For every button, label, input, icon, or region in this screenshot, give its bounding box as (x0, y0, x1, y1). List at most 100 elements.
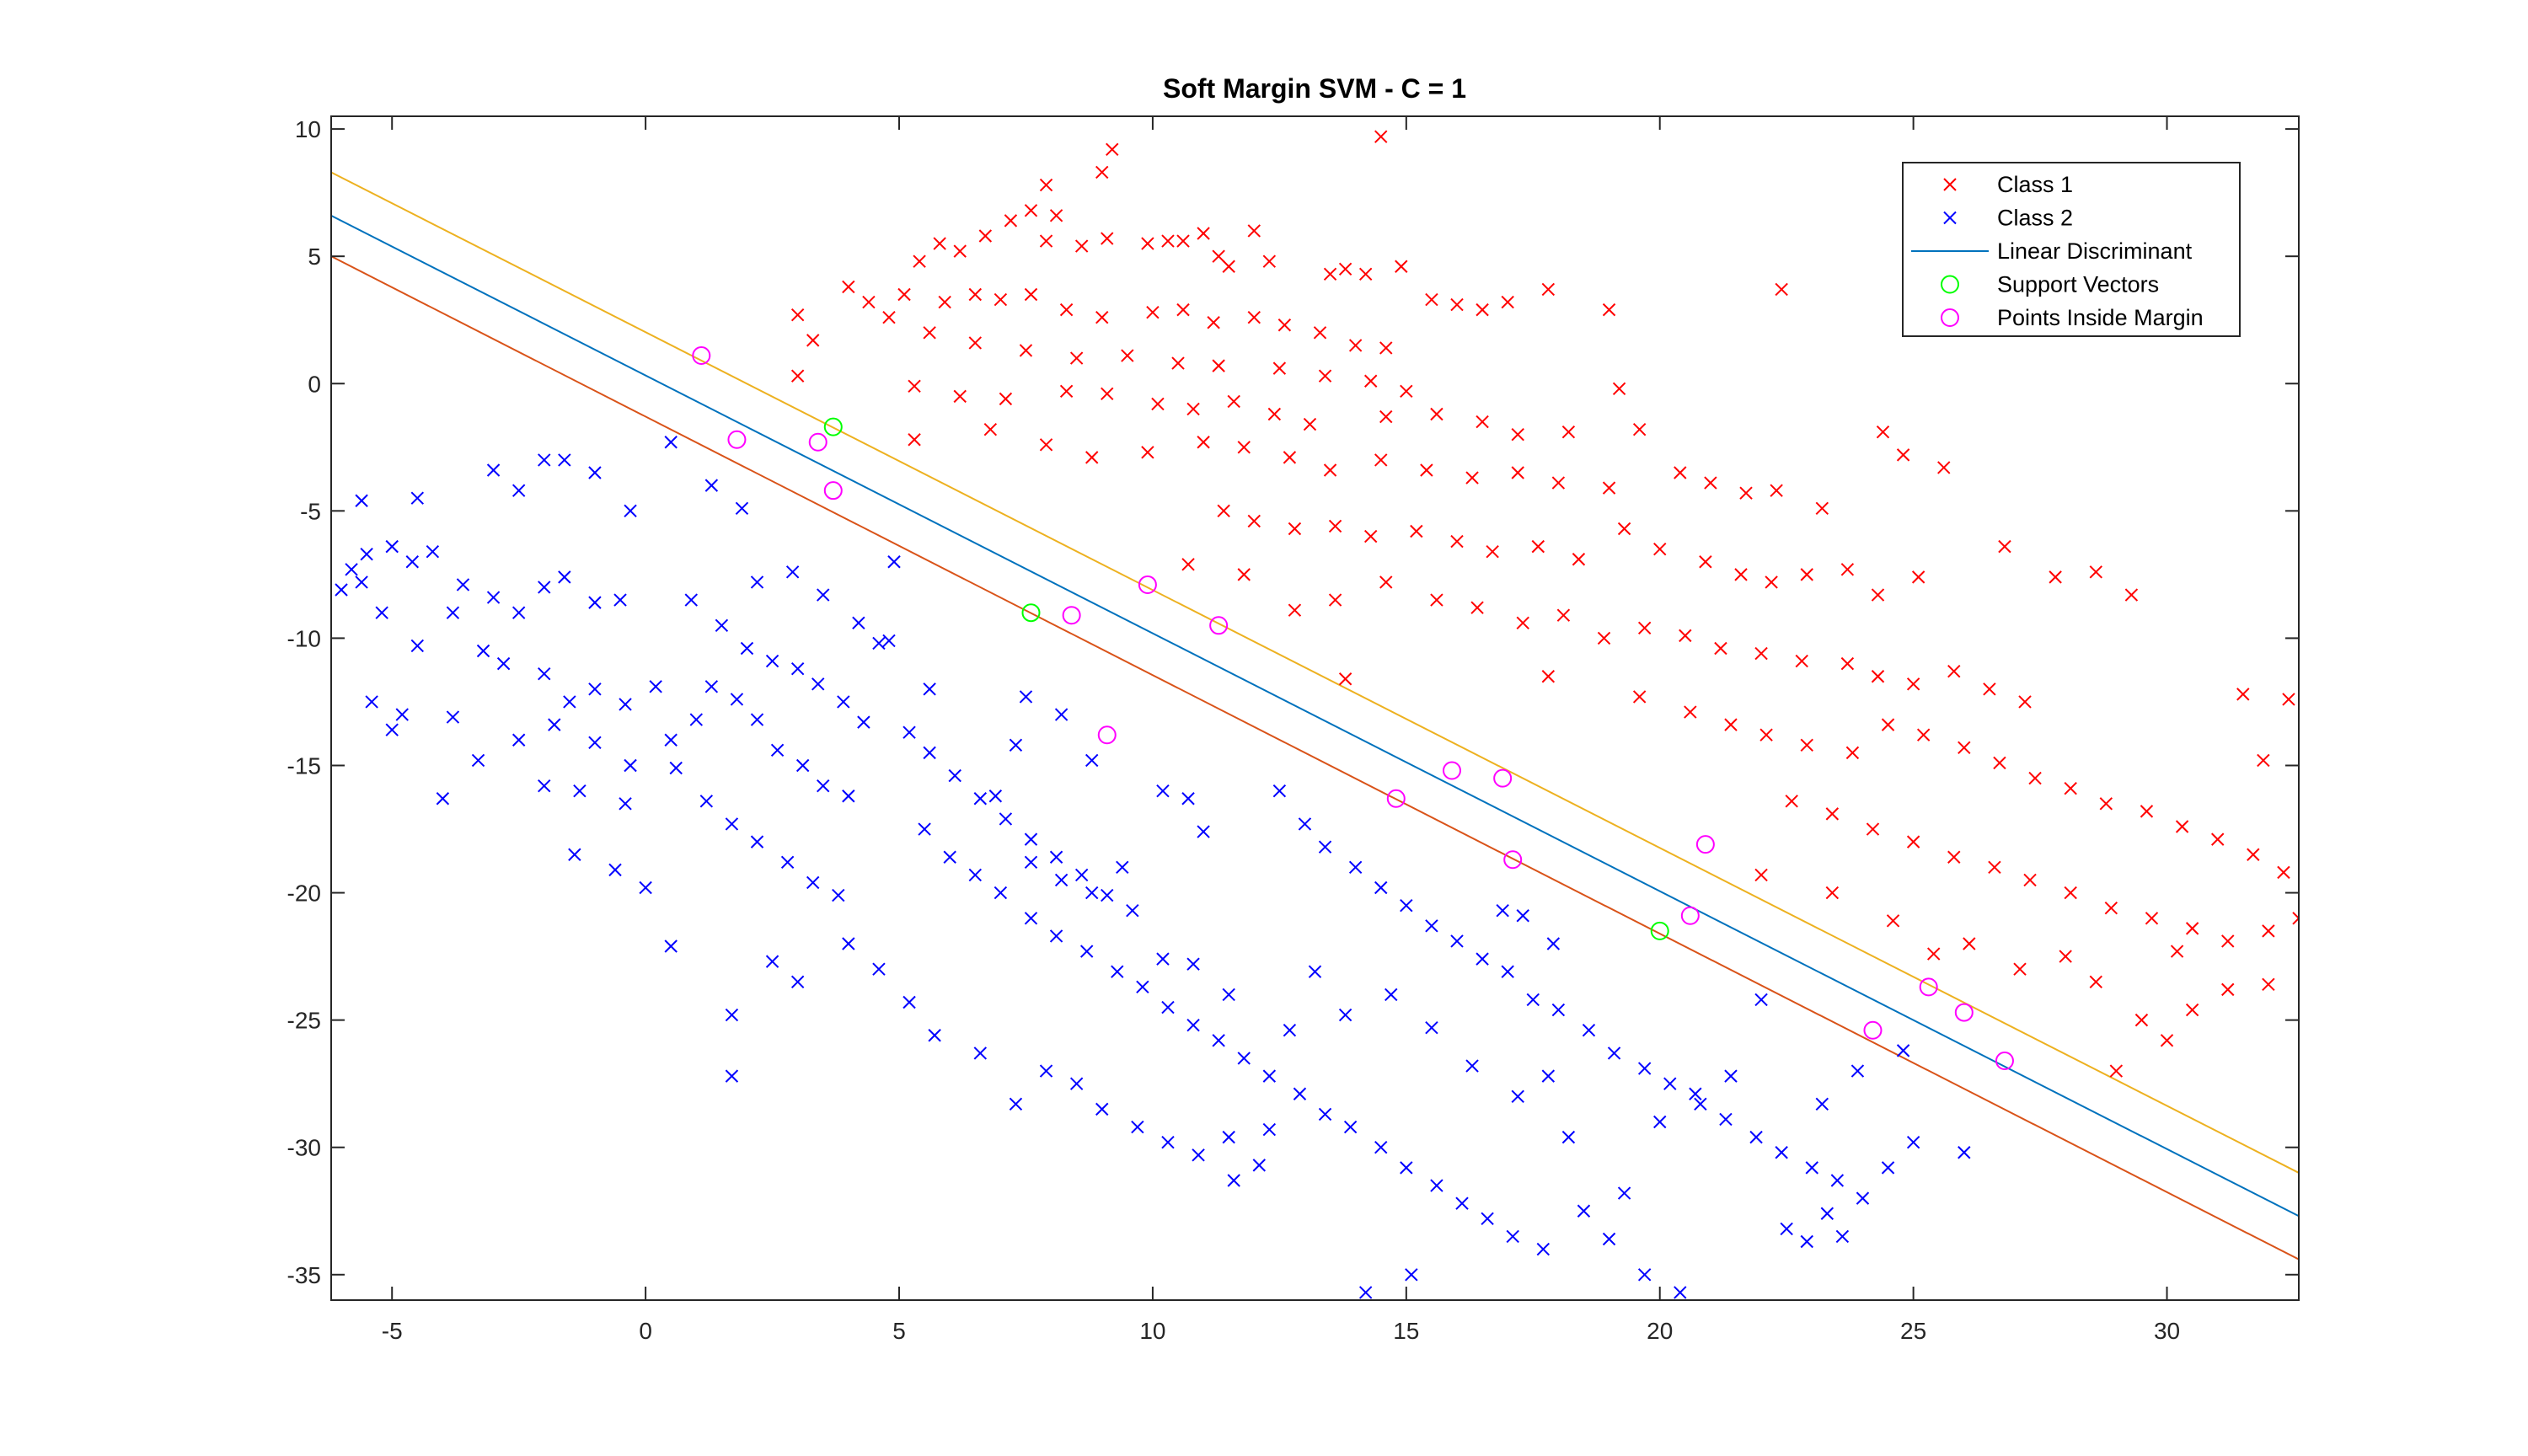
series-2-point (1131, 1120, 1144, 1134)
series-2-point (1197, 825, 1210, 838)
series-2-point (887, 555, 901, 569)
series-1-point (2064, 886, 2077, 900)
series-1-point (1039, 234, 1053, 248)
series-2-point (1775, 1146, 1788, 1159)
series-1-point (1551, 476, 1566, 490)
series-2-point (669, 761, 683, 775)
series-2-point (872, 636, 886, 650)
series-1-point (1541, 282, 1556, 297)
series-1-point (1247, 310, 1261, 324)
series-1-point (2247, 848, 2260, 861)
series-2-point (1343, 1120, 1358, 1134)
series-2-point (385, 539, 399, 554)
series-1-point (1926, 947, 1941, 961)
series-1-point (790, 369, 805, 383)
series-2-point (1227, 1174, 1240, 1187)
series-1-point (1597, 631, 1611, 645)
series-1-point (1237, 441, 1251, 454)
scatter-markers (335, 130, 2299, 1299)
series-2-point (882, 634, 896, 648)
series-2-point (842, 937, 855, 950)
series-2-point (375, 606, 388, 619)
series-1-point (1313, 326, 1327, 340)
series-1-point (2134, 1013, 2149, 1027)
series-1-point (2282, 693, 2295, 706)
series-1-point (1840, 563, 1855, 576)
series-2-point (511, 484, 526, 497)
series-2-point (817, 779, 830, 793)
series-2-point (410, 639, 425, 653)
series-1-point (983, 422, 998, 436)
series-1-point (1759, 728, 1773, 741)
series-1-point (1141, 446, 1154, 459)
series-2-point (1546, 937, 1561, 950)
series-2-point (750, 835, 764, 848)
series-1-point (1765, 575, 1778, 589)
series-2-point (837, 695, 850, 709)
series-2-point (1136, 980, 1149, 994)
series-1-point (2049, 570, 2062, 584)
series-4-circle (1062, 606, 1081, 625)
series-1-point (1106, 142, 1119, 156)
series-2-point (486, 463, 501, 477)
series-1-point (1602, 302, 1616, 317)
series-2-point (558, 570, 571, 584)
series-2-point (538, 581, 551, 594)
series-1-point (1146, 305, 1160, 319)
series-2-point (1009, 738, 1023, 752)
series-2-point (664, 939, 678, 953)
series-2-point (613, 593, 627, 607)
series-2-point (588, 596, 602, 609)
x-tick-label: 0 (639, 1318, 652, 1344)
series-2-point (928, 1029, 941, 1042)
series-2-point (750, 575, 764, 589)
series-1-point (1866, 822, 1880, 836)
series-2-point (1820, 1207, 1834, 1220)
chart-title: Soft Margin SVM - C = 1 (1163, 73, 1466, 104)
series-2-point (624, 504, 637, 518)
series-1-point (1714, 641, 1727, 656)
series-2-point (619, 797, 632, 811)
series-1-point (1734, 568, 1748, 581)
series-1-point (1541, 670, 1556, 683)
series-1-point (862, 295, 876, 309)
series-1-point (968, 287, 982, 302)
series-2-point (725, 1008, 739, 1022)
series-1-point (1227, 394, 1240, 409)
series-1-point (2221, 982, 2235, 997)
series-1-point (1059, 302, 1074, 317)
series-2-point (1400, 898, 1413, 913)
series-1-point (1770, 484, 1783, 497)
series-2-point (857, 715, 870, 729)
series-1-point (1181, 558, 1195, 571)
series-2-point (1653, 1115, 1667, 1129)
series-3-circle (1021, 603, 1041, 623)
series-2-point (1085, 886, 1099, 900)
series-1-point (2140, 805, 2154, 818)
series-2-point (902, 725, 916, 739)
series-1-point (1379, 410, 1393, 424)
series-2-point (1856, 1191, 1870, 1205)
series-2-point (1156, 952, 1170, 966)
series-2-point (943, 850, 956, 864)
series-1-point (1272, 361, 1287, 375)
y-tick-label: -30 (287, 1135, 321, 1161)
series-4-circle (808, 432, 827, 452)
series-2-point (1237, 1052, 1251, 1065)
series-1-point (1617, 522, 1631, 536)
x-tick-label: 25 (1900, 1318, 1926, 1344)
x-tick-label: 5 (892, 1318, 906, 1344)
series-2-point (988, 790, 1003, 803)
series-1-point (2064, 781, 2077, 795)
series-1-point (1318, 369, 1332, 383)
series-1-point (2018, 695, 2032, 709)
series-2-point (1298, 817, 1312, 831)
series-4-circle (1138, 575, 1157, 594)
series-2-point (335, 583, 348, 597)
series-1-point (913, 254, 926, 268)
series-4-circle (1954, 1003, 1974, 1022)
y-tick-label: -35 (287, 1262, 321, 1288)
series-2-point (588, 682, 602, 696)
series-1-point (978, 229, 993, 243)
series-2-point (1074, 868, 1089, 882)
